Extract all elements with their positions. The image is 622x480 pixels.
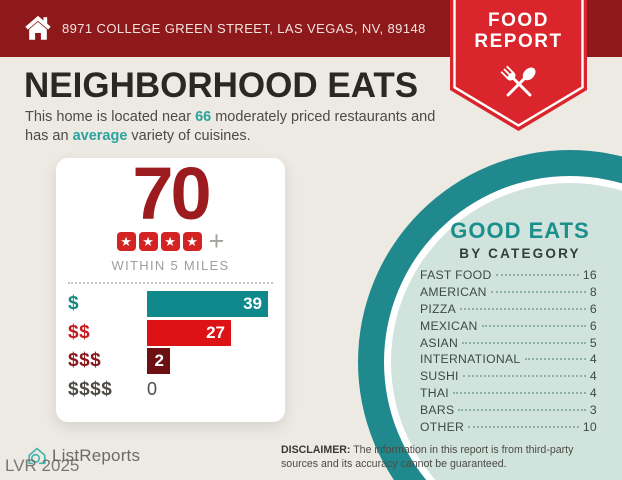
category-row: THAI 4: [420, 386, 597, 403]
category-label: FAST FOOD: [420, 268, 492, 282]
category-row: MEXICAN 6: [420, 319, 597, 336]
category-row: INTERNATIONAL 4: [420, 352, 597, 369]
good-eats-subtitle: BY CATEGORY: [459, 246, 581, 261]
category-row: BARS 3: [420, 403, 597, 420]
radius-label: WITHIN 5 MILES: [111, 258, 230, 273]
restaurant-score: 70: [132, 152, 211, 235]
price-tier-bar: 2: [147, 348, 170, 375]
badge-title: FOOD REPORT: [450, 10, 587, 52]
price-tier-row: $$ 27: [68, 319, 273, 346]
price-tier-row: $$$$ 0: [68, 377, 273, 403]
category-row: ASIAN 5: [420, 336, 597, 353]
page-title: NEIGHBORHOOD EATS: [24, 66, 419, 105]
price-tier-bar: 27: [147, 319, 231, 346]
subtitle-text: variety of cuisines.: [127, 128, 251, 145]
category-value: 10: [582, 420, 597, 435]
price-tier-label: $: [68, 293, 80, 314]
price-tier-chart: $39 $$ 27 $$$ 2 $$$$ 0: [68, 291, 273, 403]
plus-icon: +: [208, 226, 225, 256]
dotted-leader: [495, 274, 579, 276]
score-card: 70 ★ ★ ★ ★ + WITHIN 5 MILES $39 $$ 27 $$$ 2 $$$$ 0: [56, 152, 285, 422]
variety-highlight: average: [72, 128, 128, 145]
price-tier-label: $$: [68, 321, 91, 343]
category-label: AMERICAN: [420, 284, 487, 299]
dotted-leader: [524, 358, 586, 361]
home-icon: [25, 15, 51, 40]
listreports-logo: ListReports: [26, 445, 140, 467]
category-list: FAST FOOD 16 AMERICAN 8 PIZZA 6 MEXICAN 6 ASIAN 5…: [420, 268, 597, 437]
category-row: FAST FOOD 16: [420, 268, 597, 285]
disclaimer-label: DISCLAIMER:: [281, 444, 351, 456]
star-rating: ★ ★ ★ ★ +: [56, 226, 285, 256]
category-row: SUSHI 4: [420, 369, 597, 386]
category-value: 6: [589, 301, 597, 316]
star-icon: ★: [160, 232, 180, 251]
dotted-leader: [458, 409, 586, 412]
dotted-leader: [490, 290, 586, 293]
good-eats-title: GOOD EATS: [450, 218, 590, 243]
restaurant-count: 66: [195, 109, 212, 125]
category-value: 3: [589, 403, 597, 418]
category-value: 16: [582, 268, 597, 282]
good-eats-circle: [358, 150, 622, 480]
badge-title-line1: FOOD: [488, 10, 549, 31]
category-value: 8: [589, 284, 597, 299]
subtitle-text: moderately priced restaurants and has an: [25, 109, 436, 145]
subtitle: This home is located near 66 moderately …: [25, 108, 453, 146]
listreports-logo-icon: [28, 447, 46, 465]
star-icon: ★: [116, 232, 136, 251]
category-value: 4: [589, 386, 597, 401]
dotted-leader: [462, 375, 586, 378]
category-label: THAI: [420, 386, 449, 401]
good-eats-heading: GOOD EATS BY CATEGORY: [410, 218, 622, 261]
price-tier-label: $$$: [68, 350, 102, 372]
fork-spoon-icon: [500, 65, 536, 97]
price-tier-row: $39: [68, 291, 273, 317]
property-address: 8971 COLLEGE GREEN STREET, LAS VEGAS, NV…: [62, 21, 426, 36]
dotted-leader: [452, 392, 586, 395]
dotted-leader: [468, 426, 579, 429]
price-tier-value: 0: [147, 379, 158, 400]
category-value: 4: [589, 352, 597, 367]
category-row: AMERICAN 8: [420, 285, 597, 302]
category-value: 5: [589, 335, 597, 350]
category-label: INTERNATIONAL: [420, 352, 521, 367]
category-label: SUSHI: [420, 369, 459, 384]
category-value: 6: [589, 318, 597, 333]
subtitle-text: This home is located near: [25, 109, 196, 125]
dotted-leader: [460, 307, 586, 310]
category-row: PIZZA 6: [420, 302, 597, 319]
food-report-badge: FOOD REPORT: [450, 0, 587, 132]
dotted-leader: [481, 324, 586, 327]
category-label: PIZZA: [420, 301, 457, 316]
listreports-brand-text: ListReports: [52, 446, 141, 465]
star-icon: ★: [182, 232, 202, 251]
star-icon: ★: [138, 232, 158, 251]
category-value: 4: [589, 369, 597, 384]
category-label: BARS: [420, 403, 455, 418]
price-tier-bar: 39: [147, 291, 268, 317]
category-row: OTHER 10: [420, 420, 597, 437]
dotted-leader: [462, 341, 586, 344]
watermark: LVR 2025: [5, 456, 80, 475]
price-tier-row: $$$ 2: [68, 348, 273, 375]
ribbon-shape: [450, 0, 587, 131]
category-label: OTHER: [420, 420, 465, 435]
category-label: ASIAN: [420, 335, 459, 350]
price-tier-label: $$$$: [68, 378, 113, 400]
dotted-separator: [68, 282, 273, 284]
category-label: MEXICAN: [420, 318, 478, 333]
badge-title-line2: REPORT: [474, 31, 563, 52]
